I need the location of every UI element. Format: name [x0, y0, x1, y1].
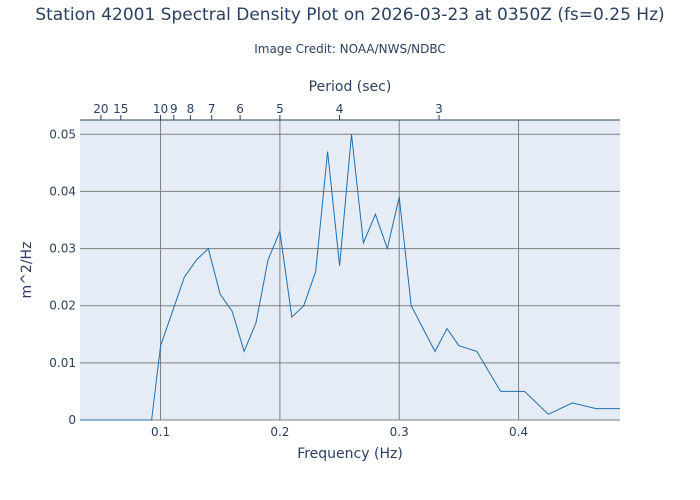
period-axis-title: Period (sec)	[309, 79, 392, 95]
y-tick-label: 0.02	[49, 299, 76, 313]
x-tick-label: 0.1	[151, 425, 170, 439]
y-tick-label: 0.05	[49, 127, 76, 141]
y-tick-label: 0	[68, 413, 76, 427]
spectral-density-line	[80, 134, 620, 421]
x-axis-title: Frequency (Hz)	[297, 446, 403, 462]
period-tick-label: 6	[236, 102, 244, 116]
plot-background	[80, 120, 620, 420]
x-tick-label: 0.2	[270, 425, 289, 439]
x-tick-label: 0.3	[390, 425, 409, 439]
grid-lines	[80, 120, 620, 421]
period-tick-label: 10	[153, 102, 168, 116]
period-tick-label: 4	[336, 102, 344, 116]
period-tick-label: 7	[208, 102, 216, 116]
period-axis: 20 15 10 9 8 7 6 5 4 3	[80, 102, 620, 121]
period-tick-label: 5	[276, 102, 284, 116]
period-tick-label: 9	[170, 102, 178, 116]
y-tick-label: 0.03	[49, 242, 76, 256]
y-tick-label: 0.01	[49, 356, 76, 370]
y-tick-label: 0.04	[49, 184, 76, 198]
period-tick-label: 15	[113, 102, 128, 116]
period-tick-label: 8	[187, 102, 195, 116]
y-axis-title: m^2/Hz	[19, 242, 35, 299]
x-tick-label: 0.4	[509, 425, 528, 439]
frequency-axis: 0.1 0.2 0.3 0.4	[151, 425, 528, 439]
image-credit: Image Credit: NOAA/NWS/NDBC	[254, 42, 446, 56]
period-tick-label: 3	[435, 102, 443, 116]
period-tick-label: 20	[93, 102, 108, 116]
chart-title: Station 42001 Spectral Density Plot on 2…	[35, 5, 665, 25]
density-axis: 0 0.01 0.02 0.03 0.04 0.05	[49, 127, 76, 427]
